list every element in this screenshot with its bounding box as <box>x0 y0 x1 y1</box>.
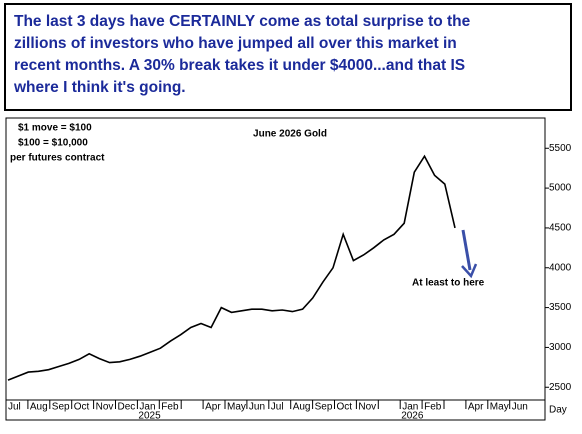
note: per futures contract <box>10 153 105 164</box>
y-tick-label: 3000 <box>549 342 572 353</box>
x-tick-label: Oct <box>337 402 353 413</box>
header-line: zillions of investors who have jumped al… <box>14 35 457 52</box>
x-tick-label: Sep <box>315 402 333 413</box>
x-tick-label: Feb <box>424 402 442 413</box>
header-box: The last 3 days have CERTAINLY come as t… <box>4 3 572 111</box>
y-tick-label: 5500 <box>549 143 572 154</box>
note: $1 move = $100 <box>18 123 92 134</box>
arrow <box>461 229 472 271</box>
x-tick-label: Oct <box>74 402 90 413</box>
header-line: where I think it's going. <box>14 79 186 96</box>
x-tick-label: Jan <box>402 402 418 413</box>
x-tick-label: Apr <box>205 402 221 413</box>
price-line <box>7 154 456 381</box>
chart-title: June 2026 Gold <box>253 129 327 140</box>
y-tick-label: 3500 <box>549 302 572 313</box>
x-tick-label: May <box>227 402 246 413</box>
annotation: At least to here <box>412 278 485 289</box>
y-tick-label: 4000 <box>549 262 572 273</box>
x-tick-label: Aug <box>30 402 48 413</box>
x-tick-label: Jan <box>139 402 155 413</box>
year-label: 2025 <box>138 411 161 422</box>
x-tick-label: Dec <box>118 402 136 413</box>
arrow-head <box>461 263 478 279</box>
x-tick-label: Jun <box>512 402 528 413</box>
x-tick-label: Aug <box>293 402 311 413</box>
header-line: The last 3 days have CERTAINLY come as t… <box>14 13 471 30</box>
header-line: recent months. A 30% break takes it unde… <box>14 57 466 74</box>
y-tick-label: 4500 <box>549 223 572 234</box>
year-label: 2026 <box>401 411 424 422</box>
x-tick-label: Jul <box>271 402 284 413</box>
x-tick-label: Sep <box>52 402 70 413</box>
x-tick-label: Jul <box>8 402 21 413</box>
axis-frame <box>5 399 546 421</box>
x-tick-label: Jun <box>249 402 265 413</box>
x-tick-label: Feb <box>161 402 179 413</box>
x-axis-label: Day <box>549 405 567 416</box>
x-tick-label: Nov <box>96 402 114 413</box>
y-tick-label: 5000 <box>549 183 572 194</box>
y-tick-label: 2500 <box>549 382 572 393</box>
x-tick-label: Apr <box>468 402 484 413</box>
x-tick-label: Nov <box>358 402 376 413</box>
x-tick-label: May <box>490 402 509 413</box>
note: $100 = $10,000 <box>18 138 88 149</box>
